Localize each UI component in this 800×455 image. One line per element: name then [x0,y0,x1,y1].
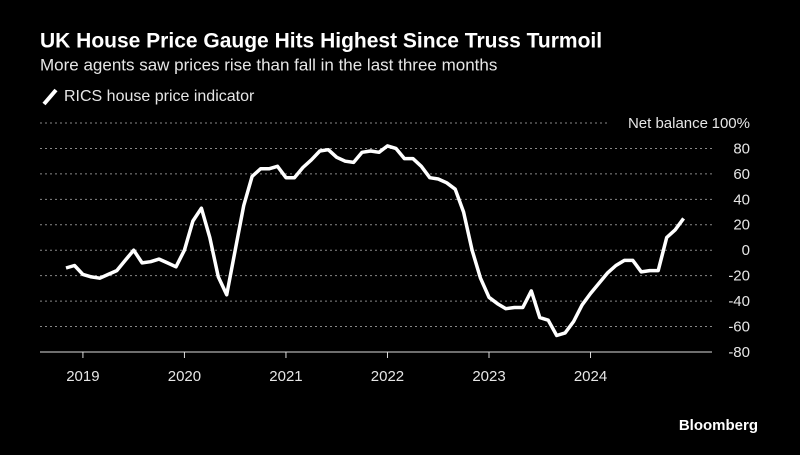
y-tick-label: 100% [712,115,750,132]
x-tick-label: 2022 [371,368,404,385]
data-line [65,144,686,338]
x-tick-label: 2023 [472,368,505,385]
x-tick-label: 2024 [574,368,607,385]
y-tick-label: 20 [733,217,750,234]
chart-title: UK House Price Gauge Hits Highest Since … [40,30,602,53]
x-tick-label: 2021 [269,368,302,385]
y-tick-label: 0 [742,242,750,259]
legend-label: RICS house price indicator [64,88,255,105]
y-tick-label: -20 [728,268,750,285]
y-tick-label: -40 [728,293,750,310]
y-tick-label: 80 [733,140,750,157]
source: Bloomberg [679,417,758,434]
y-tick-label: 60 [733,166,750,183]
y-tick-label: -80 [728,344,750,361]
y-tick-label: -60 [728,319,750,336]
y-tick-label: 40 [733,191,750,208]
x-tick-label: 2020 [168,368,201,385]
y-axis-label: Net balance [628,115,708,132]
x-tick-label: 2019 [66,368,99,385]
chart-subtitle: More agents saw prices rise than fall in… [40,55,497,74]
legend-swatch [42,88,58,106]
